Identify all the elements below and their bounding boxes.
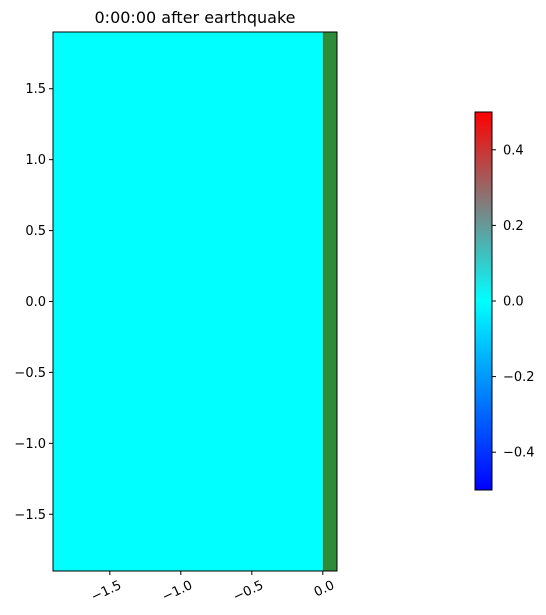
y-tick-label: 1.5 xyxy=(25,82,46,97)
x-tick-label: −1.0 xyxy=(160,578,195,605)
y-axis: 1.5 1.0 0.5 0.0 −0.5 −1.0 −1.5 xyxy=(14,82,53,523)
y-tick-label: −1.5 xyxy=(14,508,46,523)
x-tick-label: 0.0 xyxy=(312,578,337,600)
colorbar-tick-label: 0.2 xyxy=(503,219,524,234)
heatmap-cells xyxy=(53,32,337,571)
x-tick-label: −0.5 xyxy=(231,578,266,605)
colorbar-gradient xyxy=(474,111,493,491)
y-tick-label: 0.5 xyxy=(25,224,46,239)
colorbar-tick-label: −0.2 xyxy=(503,370,535,385)
colorbar: 0.4 0.2 0.0 −0.2 −0.4 xyxy=(474,111,535,491)
heatmap-cell-0 xyxy=(53,32,323,571)
y-tick-label: −0.5 xyxy=(14,366,46,381)
y-tick-label: −1.0 xyxy=(14,437,46,452)
y-tick-label: 1.0 xyxy=(25,153,46,168)
x-axis: −1.5 −1.0 −0.5 0.0 xyxy=(89,571,337,605)
heatmap-cell-1 xyxy=(322,32,337,571)
colorbar-tick-label: 0.4 xyxy=(503,143,524,158)
y-tick-label: 0.0 xyxy=(25,295,46,310)
colorbar-tick-label: 0.0 xyxy=(503,295,524,310)
colorbar-ticks: 0.4 0.2 0.0 −0.2 −0.4 xyxy=(492,143,535,461)
x-tick-label: −1.5 xyxy=(89,578,124,605)
chart-title: 0:00:00 after earthquake xyxy=(95,8,296,27)
plot-area xyxy=(52,31,338,572)
colorbar-tick-label: −0.4 xyxy=(503,446,535,461)
